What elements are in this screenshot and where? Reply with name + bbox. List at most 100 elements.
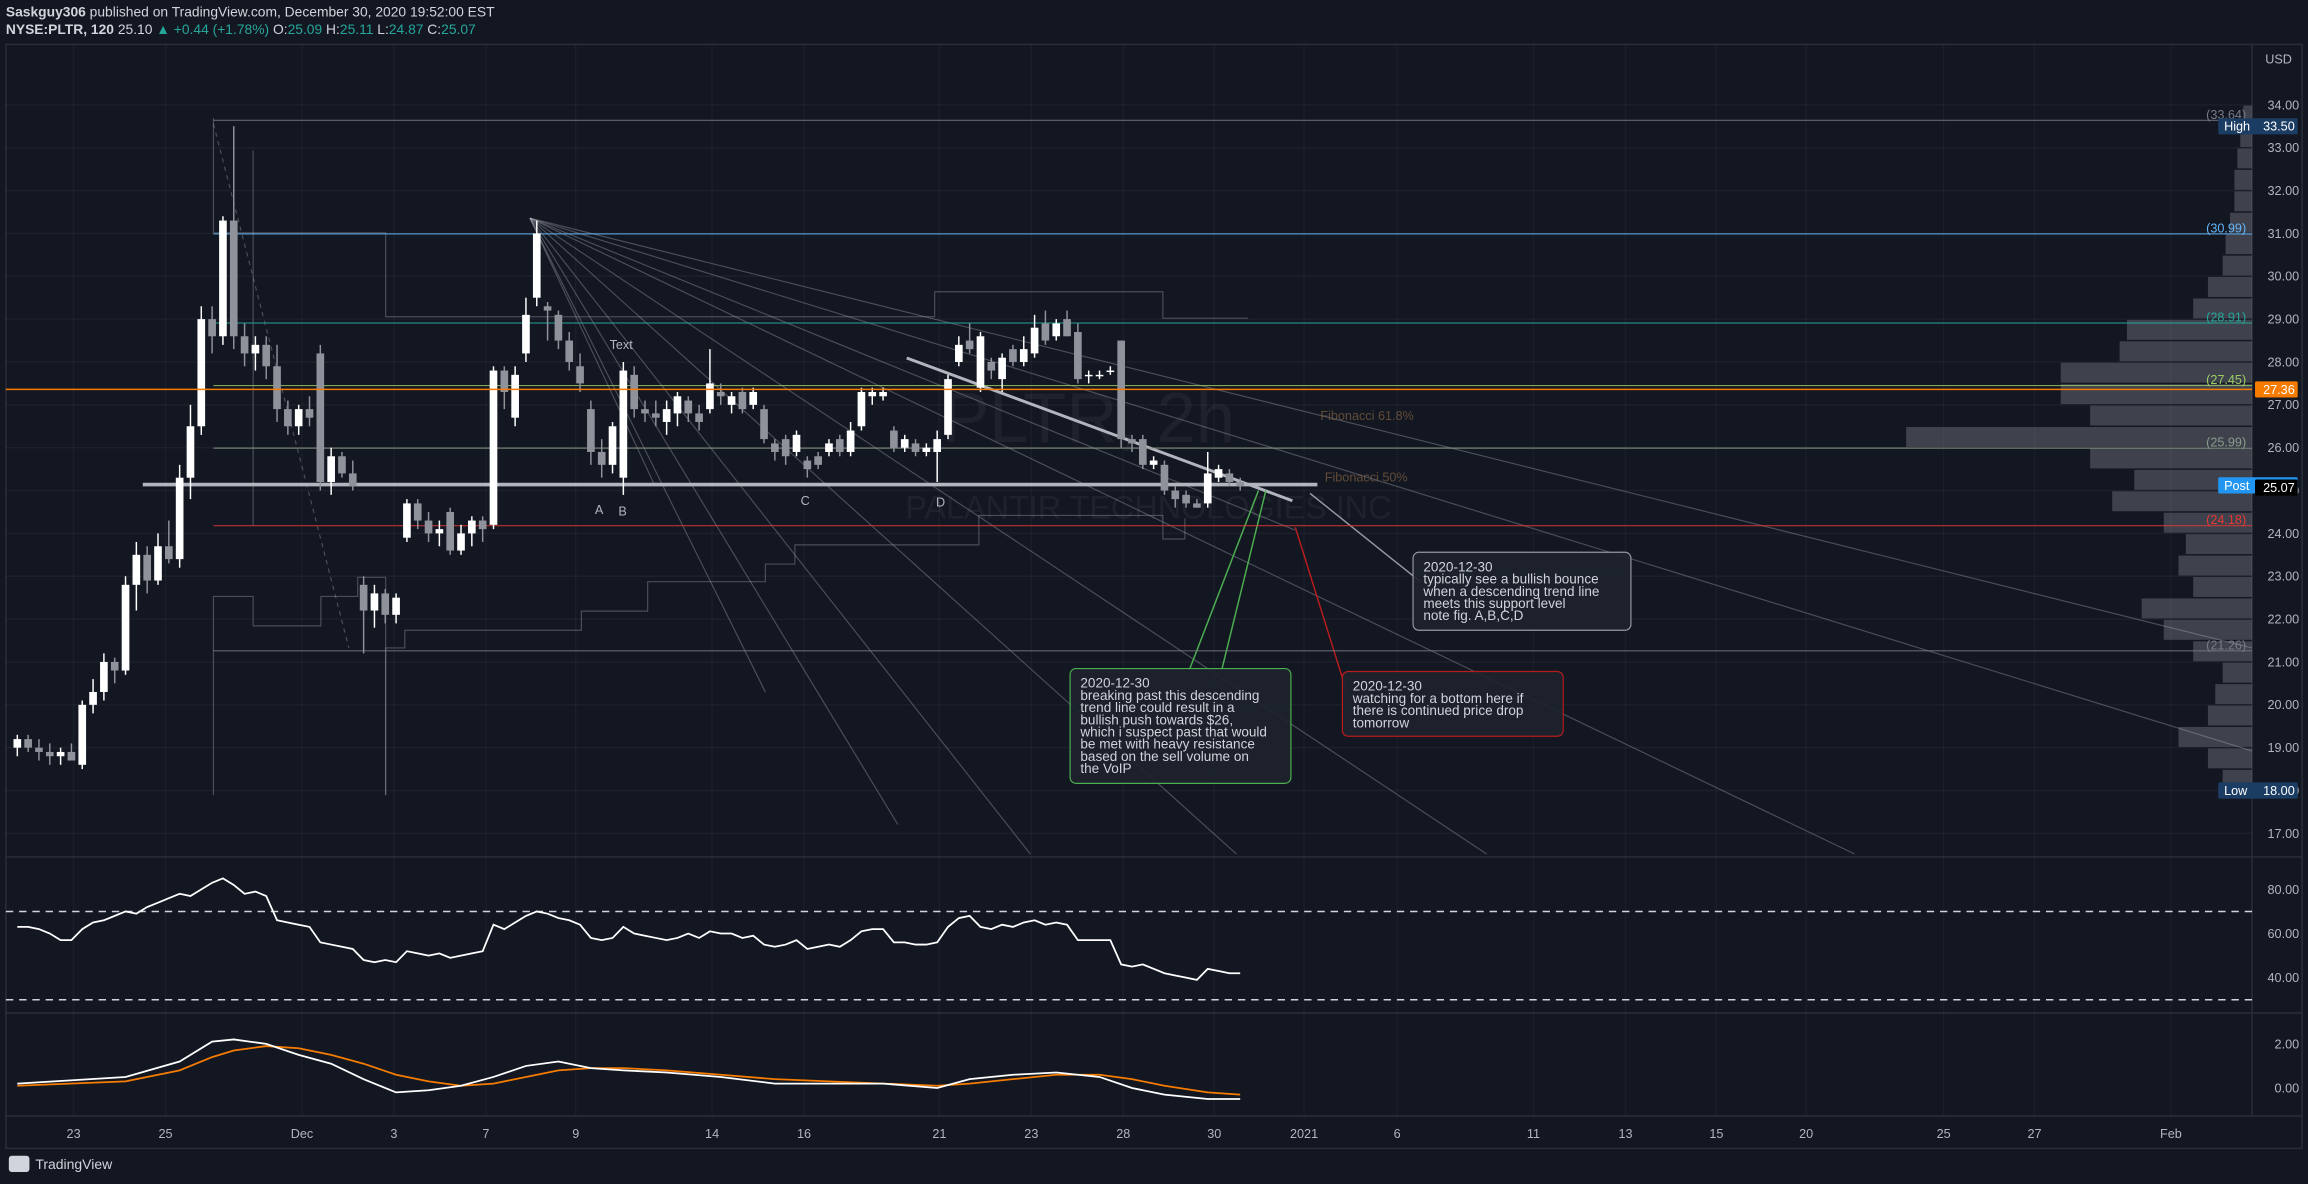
volume-profile-bar bbox=[2225, 234, 2253, 255]
candle-body bbox=[825, 443, 833, 452]
candle-body bbox=[1171, 490, 1180, 500]
candle-body bbox=[662, 409, 671, 422]
volume-profile-bar bbox=[2222, 255, 2253, 276]
annotation-box bbox=[1412, 551, 1632, 631]
candle-body bbox=[1193, 503, 1201, 508]
candle-body bbox=[792, 434, 801, 452]
candle-body bbox=[522, 314, 530, 354]
candle-body bbox=[175, 477, 184, 560]
quote-value: 24.87 bbox=[389, 21, 424, 37]
brand: TradingView bbox=[35, 1156, 113, 1172]
candle-body bbox=[1203, 473, 1212, 504]
header-line: Saskguy306 published on TradingView.com,… bbox=[6, 3, 495, 19]
watermark: PLTR, 2h bbox=[942, 378, 1235, 457]
candle-body bbox=[359, 584, 368, 611]
candle-body bbox=[716, 391, 725, 397]
candle-body bbox=[78, 704, 87, 765]
candle-body bbox=[240, 336, 249, 354]
x-tick-label: Dec bbox=[291, 1127, 313, 1141]
candle-body bbox=[154, 546, 162, 581]
callout-line bbox=[1309, 492, 1421, 583]
candle-body bbox=[998, 357, 1006, 380]
annotation-text: breaking past this descending bbox=[1080, 688, 1259, 703]
candle-body bbox=[284, 409, 292, 427]
y-tick-label: 17.00 bbox=[2268, 827, 2300, 841]
candle-body bbox=[760, 409, 768, 440]
fib-label: (21.26) bbox=[2206, 638, 2246, 652]
candle-body bbox=[294, 409, 303, 427]
candle-body bbox=[781, 439, 790, 457]
volume-profile-bar bbox=[2207, 748, 2253, 769]
y-tick-label: 29.00 bbox=[2268, 313, 2300, 327]
annotation-text: 2020-12-30 bbox=[1423, 559, 1492, 574]
candle-body bbox=[468, 520, 476, 534]
candle-body bbox=[35, 747, 43, 752]
fib-note: Fibonacci 61.8% bbox=[1320, 409, 1413, 423]
candle-body bbox=[554, 314, 563, 341]
candle-body bbox=[857, 391, 866, 427]
candle-body bbox=[1052, 323, 1061, 337]
fan-line bbox=[529, 217, 656, 487]
watermark: PALANTIR TECHNOLOGIES INC bbox=[905, 489, 1391, 525]
x-tick-label: 30 bbox=[1207, 1127, 1221, 1141]
candle-body bbox=[500, 370, 509, 392]
rsi-tick-label: 40.00 bbox=[2268, 971, 2300, 985]
candle-body bbox=[251, 344, 260, 354]
candle-body bbox=[424, 520, 433, 534]
candle-body bbox=[597, 451, 606, 465]
candle-body bbox=[641, 409, 649, 414]
markers: A B C D Text bbox=[595, 338, 945, 518]
candle-body bbox=[1074, 331, 1082, 380]
channel-line bbox=[212, 118, 1249, 319]
volume-profile-bar bbox=[2060, 384, 2253, 405]
candle-body bbox=[446, 511, 455, 551]
symbol: NYSE:PLTR, 120 bbox=[6, 21, 114, 37]
y-tick-label: 24.00 bbox=[2268, 527, 2300, 541]
quote-label: H: bbox=[326, 21, 340, 37]
annotation-text: the VoIP bbox=[1080, 761, 1131, 776]
candle-body bbox=[1030, 327, 1039, 354]
volume-profile-bar bbox=[2141, 598, 2253, 619]
marker: A bbox=[595, 503, 604, 517]
candle-body bbox=[403, 503, 411, 538]
candle-body bbox=[24, 739, 32, 748]
candle-body bbox=[219, 220, 227, 337]
volume-profile-bar bbox=[2222, 662, 2253, 683]
candle-body bbox=[738, 391, 747, 410]
candle-body bbox=[110, 661, 119, 671]
price-label-box bbox=[2255, 479, 2298, 496]
candle-body bbox=[1095, 374, 1104, 377]
x-tick-label: Feb bbox=[2160, 1127, 2182, 1141]
candle-body bbox=[890, 430, 898, 448]
quote-value: 25.09 bbox=[288, 21, 323, 37]
candle-body bbox=[1214, 469, 1223, 478]
fib-label: (28.91) bbox=[2206, 311, 2246, 325]
candle-body bbox=[381, 593, 390, 615]
drawings bbox=[212, 118, 2253, 855]
x-tick-label: 23 bbox=[1024, 1127, 1038, 1141]
candle-body bbox=[132, 554, 141, 585]
volume-profile-bar bbox=[2163, 619, 2253, 640]
y-tick-label: 33.00 bbox=[2268, 141, 2300, 155]
price-label-value: 18.00 bbox=[2263, 784, 2295, 798]
candle-body bbox=[955, 344, 963, 362]
logo bbox=[8, 1155, 30, 1172]
candle-body bbox=[619, 370, 628, 478]
price-label-name: Low bbox=[2224, 784, 2248, 798]
fan-line bbox=[529, 217, 2253, 649]
x-tick-label: 2021 bbox=[1290, 1127, 1318, 1141]
candle-body bbox=[835, 439, 844, 452]
candle-body bbox=[89, 691, 97, 705]
x-tick-label: 3 bbox=[390, 1127, 397, 1141]
fan-line bbox=[529, 217, 2253, 752]
annotation-text: 2020-12-30 bbox=[1353, 679, 1422, 694]
candle-body bbox=[532, 233, 541, 298]
fib-label: (27.45) bbox=[2206, 373, 2246, 387]
fan-line bbox=[529, 217, 1487, 855]
x-tick-label: 16 bbox=[797, 1127, 811, 1141]
candle-body bbox=[651, 413, 660, 418]
candle-body bbox=[1236, 481, 1245, 487]
x-tick-label: 20 bbox=[1799, 1127, 1813, 1141]
